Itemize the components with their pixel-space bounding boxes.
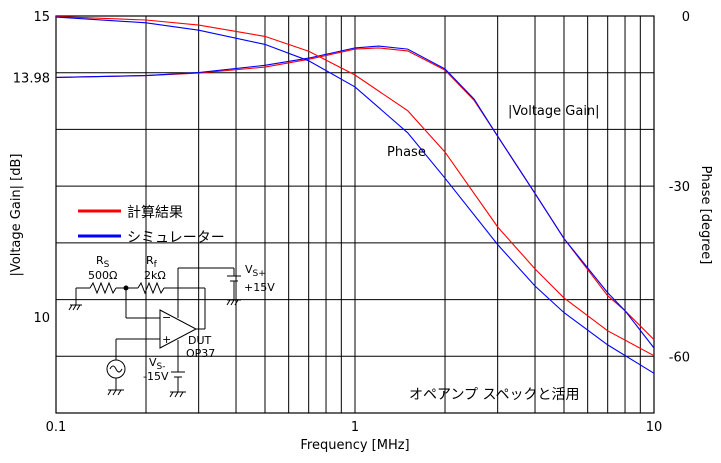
circuit-labels: RS 500Ω Rf 2kΩ VS+ +15V VS- -15V DUT OP3…: [88, 254, 275, 383]
caption-text: オペアンプ スペックと活用: [409, 387, 580, 403]
vminus-name: V: [149, 356, 157, 369]
rf-name: R: [146, 254, 154, 267]
legend-label-simulator: シミュレーター: [127, 230, 225, 246]
x-tick-label: 10: [646, 420, 663, 435]
rs-name: R: [96, 254, 104, 267]
vminus-subscript: S-: [157, 362, 166, 372]
dut-label: DUT: [188, 334, 212, 347]
y-left-tick-label: 10: [33, 311, 50, 326]
y-axis-left-label: |Voltage Gain| [dB]: [9, 154, 24, 277]
series-line-gain-1: [55, 45, 655, 349]
svg-text:VS-: VS-: [149, 356, 166, 372]
opamp-plus-input: +: [162, 333, 171, 346]
y-right-tick-label: -60: [669, 350, 690, 365]
svg-text:RS: RS: [96, 254, 110, 270]
legend-label-calculated: 計算結果: [127, 205, 183, 221]
opamp-minus-input: −: [162, 311, 171, 324]
y-left-tick-label: 15: [33, 10, 50, 25]
y-right-tick-label: -30: [669, 180, 690, 195]
opamp-symbol: [159, 309, 198, 349]
y-axis-right-label: Phase [degree]: [698, 166, 713, 265]
gain-annotation: |Voltage Gain|: [508, 104, 600, 119]
y-right-tick-label: 0: [682, 10, 690, 25]
x-tick-label: 0.1: [46, 420, 67, 435]
y-left-tick-label: 13.98: [13, 71, 50, 86]
legend: 計算結果 シミュレーター: [78, 205, 225, 246]
x-axis-label: Frequency [MHz]: [300, 438, 409, 453]
rf-value: 2kΩ: [144, 269, 166, 282]
phase-annotation: Phase: [387, 145, 426, 160]
circuit-schematic: [68, 267, 241, 398]
series-line-gain-0: [55, 47, 655, 340]
resistor-rs: [89, 281, 117, 295]
plot-frame: [55, 15, 655, 414]
svg-text:Rf: Rf: [146, 254, 158, 270]
sine-icon: [109, 365, 123, 373]
rs-value: 500Ω: [88, 269, 117, 282]
tick-labels: 0.1 1 10 15 13.98 10 0 -30 -60: [13, 10, 690, 435]
vplus-name: V: [245, 263, 253, 276]
vplus-subscript: S+: [253, 269, 266, 279]
x-tick-label: 1: [351, 420, 359, 435]
grid: [56, 16, 654, 413]
rs-subscript: S: [104, 260, 110, 270]
vplus-value: +15V: [244, 281, 275, 294]
series-layer: [55, 16, 655, 374]
series-line-phase-2: [55, 16, 655, 357]
vminus-value: -15V: [143, 370, 169, 383]
series-line-phase-3: [55, 16, 655, 374]
svg-text:VS+: VS+: [245, 263, 266, 279]
resistor-rf: [137, 281, 165, 295]
rf-subscript: f: [154, 260, 158, 270]
dut-part-number: OP37: [186, 347, 215, 360]
